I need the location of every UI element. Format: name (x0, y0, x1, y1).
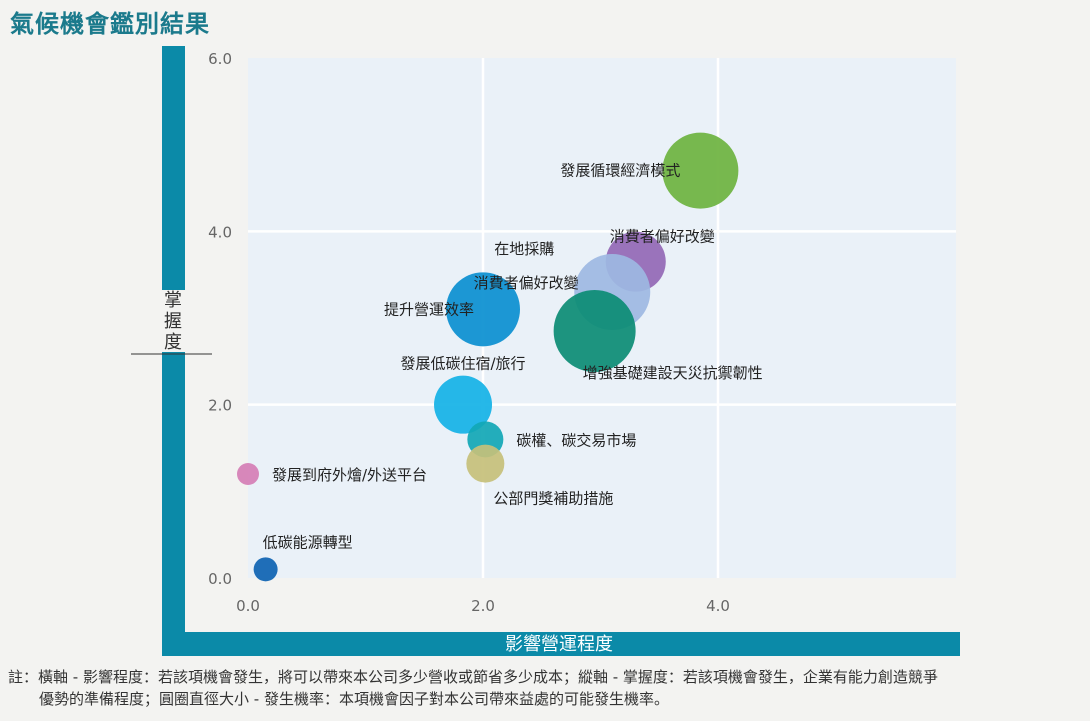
x-tick-label: 4.0 (706, 597, 730, 615)
footnote-line-2: 優勢的準備程度；圓圈直徑大小 - 發生機率：本項機會因子對本公司帶來益處的可能發… (39, 690, 669, 708)
y-tick-label: 6.0 (208, 50, 232, 68)
footnote: 註：橫軸 - 影響程度：若該項機會發生，將可以帶來本公司多少營收或節省多少成本；… (8, 666, 1086, 710)
bubble-label: 消費者偏好改變 (474, 274, 579, 292)
bubble-label: 消費者偏好改變 (610, 228, 715, 246)
bubble-label: 公部門獎補助措施 (493, 490, 613, 508)
bubble (466, 444, 505, 483)
y-tick-label: 0.0 (208, 570, 232, 588)
x-axis-bar (162, 632, 960, 656)
bubble-label: 發展循環經濟模式 (560, 162, 680, 180)
y-tick-label: 2.0 (208, 397, 232, 415)
bubble-label: 增強基礎建設天災抗禦韌性 (583, 364, 763, 382)
tick-labels: 0.0 2.0 4.0 0.0 2.0 4.0 6.0 (208, 50, 730, 615)
bubble-label: 在地採購 (494, 240, 554, 258)
bubble-label: 發展低碳住宿/旅行 (400, 355, 525, 373)
bubble-label: 低碳能源轉型 (263, 533, 353, 551)
page-title: 氣候機會鑑別結果 (10, 9, 210, 38)
y-axis-label-char: 度 (164, 332, 182, 353)
y-tick-label: 4.0 (208, 223, 232, 241)
bubble-label: 提升營運效率 (384, 300, 474, 318)
bubble-label: 碳權、碳交易市場 (516, 431, 636, 449)
bubble (446, 272, 520, 347)
labels-layer: 發展循環經濟模式消費者偏好改變在地採購消費者偏好改變增強基礎建設天災抗禦韌性提升… (263, 162, 763, 552)
y-axis-label-gap (160, 290, 187, 352)
footnote-line-1: 註：橫軸 - 影響程度：若該項機會發生，將可以帶來本公司多少營收或節省多少成本；… (8, 668, 938, 686)
bubble (662, 132, 739, 209)
y-axis-label-char: 掌 (164, 290, 182, 311)
bubble-chart: 發展循環經濟模式消費者偏好改變在地採購消費者偏好改變增強基礎建設天災抗禦韌性提升… (131, 46, 960, 656)
bubble-label: 發展到府外燴/外送平台 (272, 466, 427, 484)
x-axis-label: 影響營運程度 (505, 634, 613, 655)
y-axis-label-char: 握 (164, 311, 182, 332)
bubbles-layer (237, 132, 739, 582)
y-axis-label: 掌握度 (164, 290, 182, 353)
x-tick-label: 0.0 (236, 597, 260, 615)
bubble (253, 557, 278, 582)
bubble (237, 463, 259, 485)
bubble (434, 375, 493, 434)
x-tick-label: 2.0 (471, 597, 495, 615)
bubble (553, 290, 636, 372)
